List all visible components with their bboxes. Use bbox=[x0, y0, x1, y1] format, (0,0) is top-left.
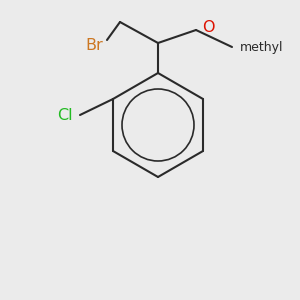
Text: O: O bbox=[202, 20, 214, 35]
Text: Cl: Cl bbox=[57, 109, 73, 124]
Text: Br: Br bbox=[85, 38, 103, 53]
Text: methyl: methyl bbox=[240, 41, 284, 55]
